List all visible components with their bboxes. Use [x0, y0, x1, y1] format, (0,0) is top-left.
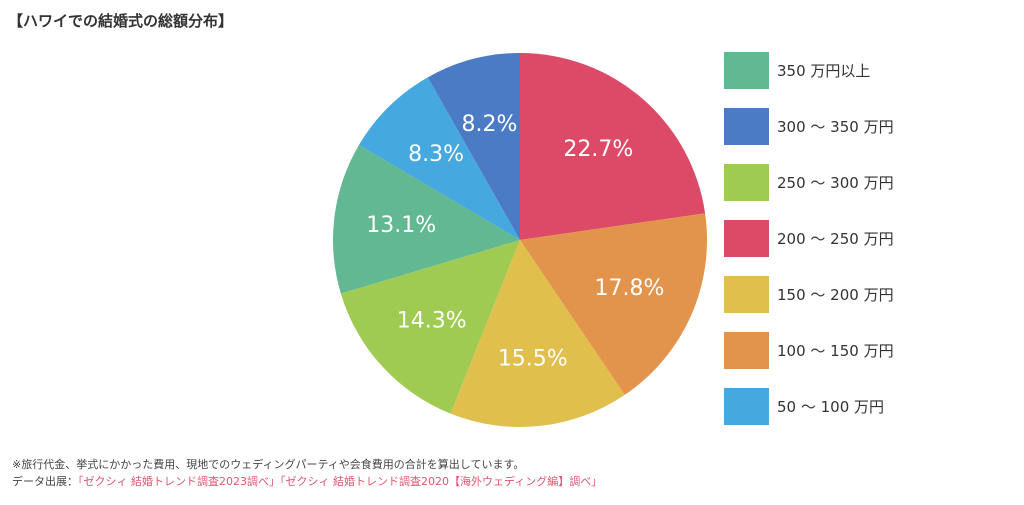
legend-swatch [724, 332, 769, 369]
legend: 350 万円以上 300 ～ 350 万円 250 ～ 300 万円 200 ～ 25… [724, 52, 1014, 444]
slice-value-label: 22.7% [563, 137, 633, 162]
legend-label: 150 ～ 200 万円 [777, 286, 894, 304]
pie-chart-svg: 22.7% 17.8% 15.5% 14.3% 13.1% 8.3% 8.2% [332, 53, 707, 428]
legend-swatch [724, 388, 769, 425]
pie-slice [427, 53, 520, 240]
pie-chart: 22.7% 17.8% 15.5% 14.3% 13.1% 8.3% 8.2% [325, 45, 715, 435]
legend-label: 50 ～ 100 万円 [777, 398, 885, 416]
slice-value-label: 8.3% [408, 142, 464, 167]
chart-title: 【ハワイでの結婚式の総額分布】 [8, 12, 234, 30]
slice-value-label: 13.1% [366, 213, 436, 238]
slice-value-label: 14.3% [397, 308, 467, 333]
legend-swatch [724, 164, 769, 201]
legend-label: 200 ～ 250 万円 [777, 230, 894, 248]
slice-value-label: 8.2% [462, 112, 518, 137]
pie-slice [450, 240, 625, 428]
legend-label: 350 万円以上 [777, 62, 871, 80]
source-link[interactable]: 「ゼクシィ 結婚トレンド調査2023調べ」「ゼクシィ 結婚トレンド調査2020【… [78, 475, 603, 488]
legend-item: 250 ～ 300 万円 [724, 164, 1014, 201]
legend-item: 150 ～ 200 万円 [724, 276, 1014, 313]
footnote-note: ※旅行代金、挙式にかかった費用、現地でのウェディングパーティや会食費用の合計を算… [12, 458, 525, 471]
footnote: ※旅行代金、挙式にかかった費用、現地でのウェディングパーティや会食費用の合計を算… [12, 456, 602, 490]
pie-slice [332, 144, 520, 294]
legend-item: 300 ～ 350 万円 [724, 108, 1014, 145]
pie-slice [340, 240, 520, 414]
slice-value-label: 17.8% [594, 276, 664, 301]
legend-item: 100 ～ 150 万円 [724, 332, 1014, 369]
legend-swatch [724, 108, 769, 145]
legend-item: 200 ～ 250 万円 [724, 220, 1014, 257]
legend-swatch [724, 52, 769, 89]
source-prefix: データ出展： [12, 475, 78, 488]
legend-swatch [724, 276, 769, 313]
slice-value-label: 15.5% [498, 346, 568, 371]
pie-slice [358, 77, 520, 240]
source-line: データ出展：「ゼクシィ 結婚トレンド調査2023調べ」「ゼクシィ 結婚トレンド調… [12, 473, 602, 490]
legend-label: 250 ～ 300 万円 [777, 174, 894, 192]
legend-label: 300 ～ 350 万円 [777, 118, 894, 136]
legend-item: 50 ～ 100 万円 [724, 388, 1014, 425]
pie-slice [520, 213, 707, 395]
legend-item: 350 万円以上 [724, 52, 1014, 89]
legend-label: 100 ～ 150 万円 [777, 342, 894, 360]
legend-swatch [724, 220, 769, 257]
pie-slice [520, 53, 706, 240]
